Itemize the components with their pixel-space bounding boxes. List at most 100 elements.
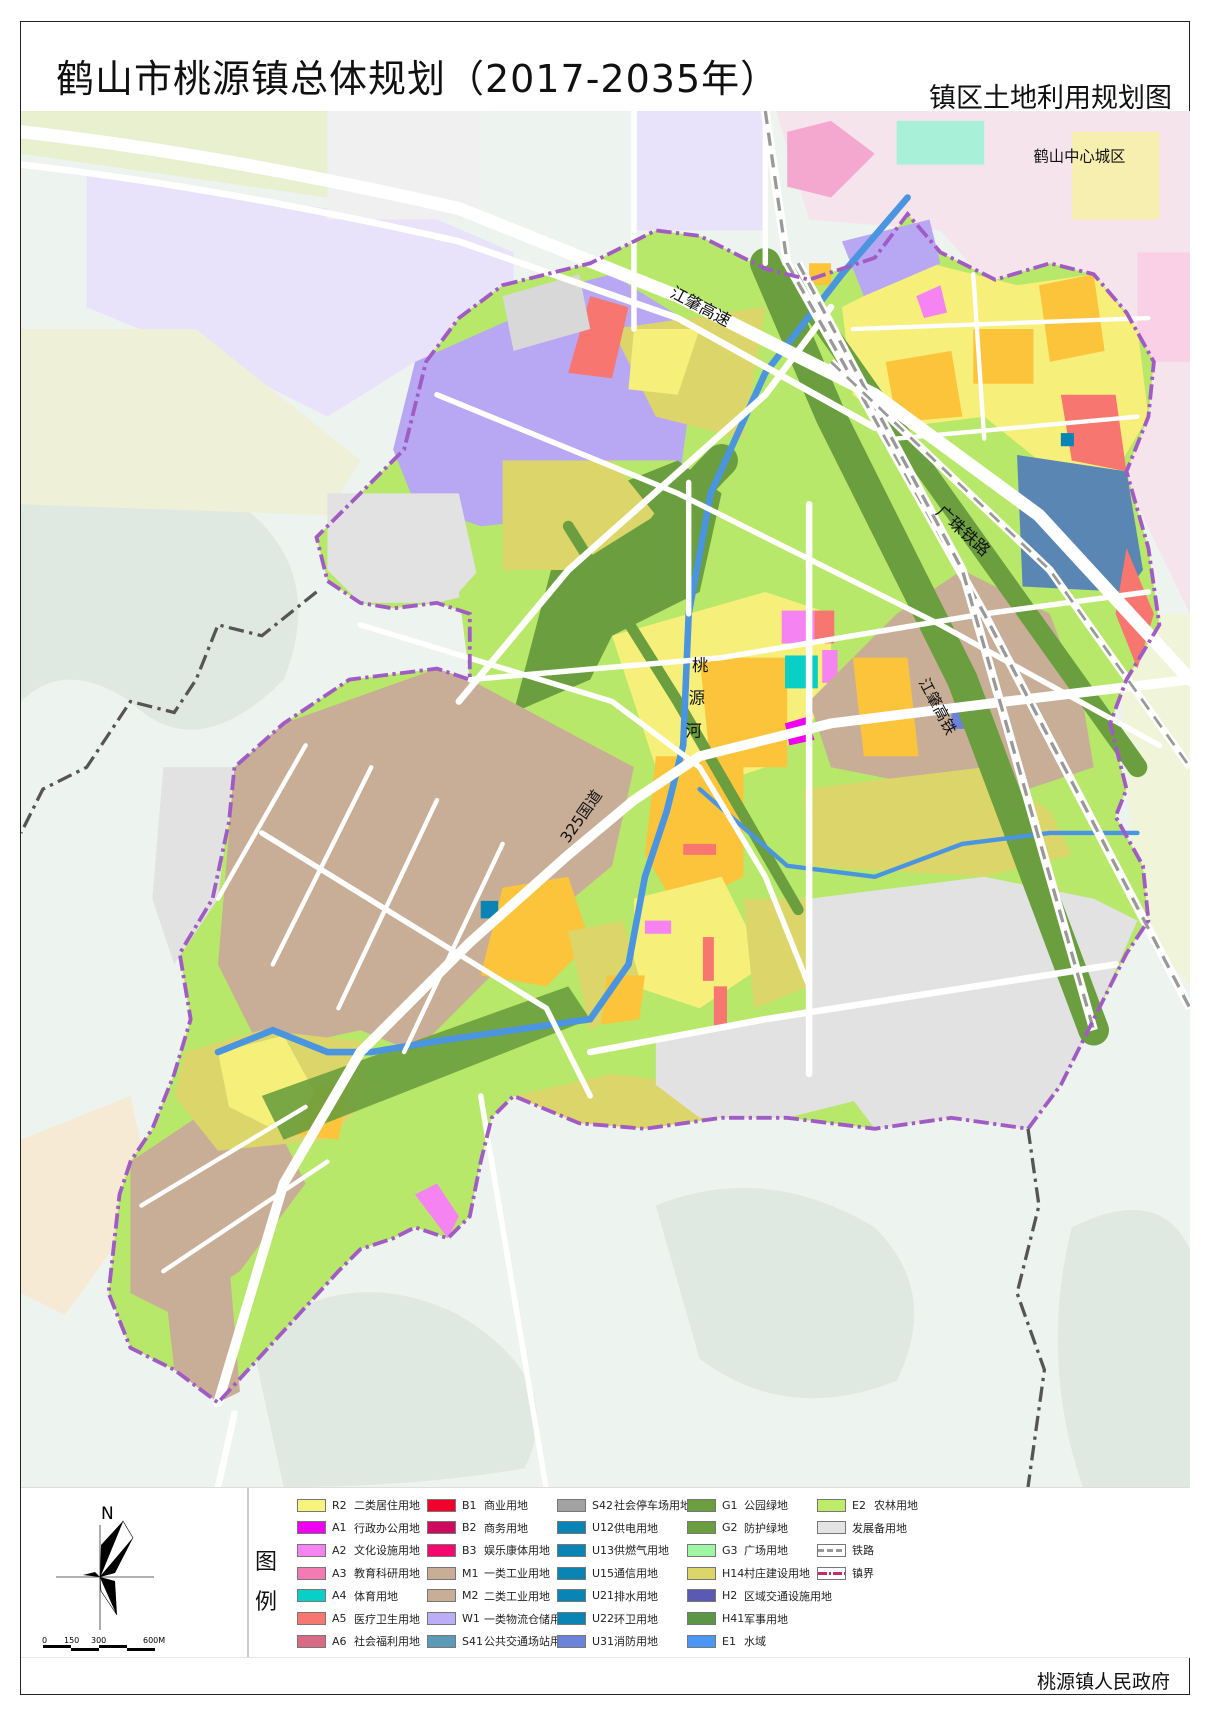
legend-code: A3 [332, 1566, 347, 1580]
legend-swatch [557, 1589, 586, 1603]
legend-swatch [427, 1566, 456, 1580]
legend-item: A4 体育用地 [297, 1588, 398, 1604]
legend-label: 文化设施用地 [354, 1544, 420, 1558]
legend-item: U15 通信用地 [557, 1565, 658, 1581]
legend-swatch [427, 1612, 456, 1625]
legend-swatch [427, 1589, 456, 1603]
legend-code: E1 [722, 1634, 736, 1648]
legend-item: W1 一类物流仓储用地 [427, 1611, 572, 1627]
legend-item: U22 环卫用地 [557, 1611, 658, 1627]
legend-label: 公园绿地 [744, 1499, 788, 1512]
label-river-2: 源 [689, 689, 705, 708]
legend-label: 供电用地 [614, 1521, 658, 1535]
legend-label: 社会福利用地 [354, 1635, 420, 1649]
legend-swatch [297, 1498, 326, 1512]
legend-swatch [687, 1543, 716, 1557]
legend-item: A5 医疗卫生用地 [297, 1611, 420, 1627]
legend-swatch [687, 1612, 716, 1625]
railway-lines [760, 111, 1190, 1032]
legend-swatch [817, 1521, 846, 1535]
legend-swatch [557, 1612, 586, 1625]
legend-swatch [557, 1543, 586, 1557]
compass-scale-box: N 0 150 300 600M [21, 1488, 249, 1657]
legend-label: 娱乐康体用地 [484, 1544, 550, 1558]
label-river-1: 桃 [692, 656, 708, 675]
legend-swatch [687, 1566, 716, 1580]
legend-swatch [817, 1543, 846, 1557]
legend-heading-2: 例 [255, 1590, 278, 1615]
legend-label: 军事用地 [744, 1612, 788, 1626]
legend-code: G3 [722, 1543, 738, 1557]
legend-swatch [557, 1521, 586, 1535]
legend-label: 镇界 [852, 1567, 874, 1581]
legend-item: U31 消防用地 [557, 1633, 658, 1649]
legend-swatch [427, 1543, 456, 1557]
legend-swatch [557, 1566, 586, 1580]
legend-code: G2 [722, 1521, 738, 1535]
legend-code: A6 [332, 1634, 347, 1648]
town-boundary [106, 210, 1162, 1406]
north-label: N [101, 1504, 114, 1524]
svg-text:150: 150 [64, 1636, 79, 1645]
legend-label: 发展备用地 [852, 1521, 907, 1535]
legend-label: 环卫用地 [614, 1612, 658, 1626]
legend-code: H2 [722, 1589, 738, 1603]
legend-item: G3 广场用地 [687, 1542, 788, 1558]
legend-code: H41 [722, 1612, 745, 1625]
page-title: 鹤山市桃源镇总体规划（2017-2035年） [56, 57, 780, 101]
svg-text:300: 300 [91, 1636, 106, 1645]
legend-item: B1 商业用地 [427, 1497, 528, 1513]
legend-label: 二类居住用地 [354, 1499, 420, 1512]
legend-item: E2 农林用地 [817, 1497, 918, 1513]
legend-item: A2 文化设施用地 [297, 1542, 420, 1558]
legend-code: W1 [462, 1612, 480, 1625]
legend-item: G1 公园绿地 [687, 1497, 788, 1513]
legend-swatch [297, 1612, 326, 1625]
legend-code: U21 [592, 1589, 615, 1603]
legend-item: 铁路 [817, 1542, 874, 1558]
legend-swatch [297, 1566, 326, 1580]
legend-swatch [687, 1521, 716, 1535]
legend-code: U15 [592, 1566, 615, 1580]
land-use-map: 鹤山中心城区 江肇高速 广珠铁路 桃 源 河 325国道 江肇高铁 [21, 111, 1190, 1487]
legend-label: 二类工业用地 [484, 1589, 550, 1603]
legend-code: M2 [462, 1589, 479, 1603]
legend-code: B2 [462, 1521, 477, 1535]
legend-label: 区域交通设施用地 [744, 1589, 832, 1603]
scale-bar: 0 150 300 600M [42, 1636, 165, 1651]
legend-swatch [557, 1634, 586, 1648]
legend-label: 铁路 [852, 1544, 874, 1558]
legend-item: H14 村庄建设用地 [687, 1565, 810, 1581]
map-subtitle: 镇区土地利用规划图 [929, 83, 1172, 114]
legend-label: 商务用地 [484, 1521, 528, 1535]
legend-heading-1: 图 [255, 1550, 278, 1575]
legend-label: 农林用地 [874, 1499, 918, 1512]
legend-swatch [297, 1521, 326, 1535]
legend-label: 商业用地 [484, 1499, 528, 1512]
legend-code: A5 [332, 1612, 347, 1625]
legend-label: 村庄建设用地 [744, 1567, 810, 1581]
legend-code: U22 [592, 1612, 615, 1625]
legend-code: A4 [332, 1589, 347, 1603]
legend-swatch [687, 1498, 716, 1512]
legend-code: H14 [722, 1566, 745, 1580]
legend-code: A1 [332, 1521, 347, 1535]
legend-code: B1 [462, 1498, 477, 1512]
legend-swatch [687, 1589, 716, 1603]
legend-swatch [687, 1634, 716, 1648]
svg-text:600M: 600M [143, 1636, 165, 1645]
legend-label: 一类工业用地 [484, 1567, 550, 1581]
label-city-center: 鹤山中心城区 [1033, 147, 1125, 165]
legend-item: A3 教育科研用地 [297, 1565, 420, 1581]
legend-item: A1 行政办公用地 [297, 1520, 420, 1536]
legend-code: R2 [332, 1498, 347, 1512]
legend-code: U12 [592, 1521, 615, 1535]
legend-code: M1 [462, 1566, 479, 1580]
legend-swatch [817, 1566, 846, 1580]
legend-label: 体育用地 [354, 1589, 398, 1603]
label-river-3: 河 [685, 722, 701, 741]
surrounding-landuse [21, 111, 1190, 1315]
legend-item: R2 二类居住用地 [297, 1497, 420, 1513]
legend-label: 供燃气用地 [614, 1544, 669, 1558]
legend-item: U13 供燃气用地 [557, 1542, 669, 1558]
